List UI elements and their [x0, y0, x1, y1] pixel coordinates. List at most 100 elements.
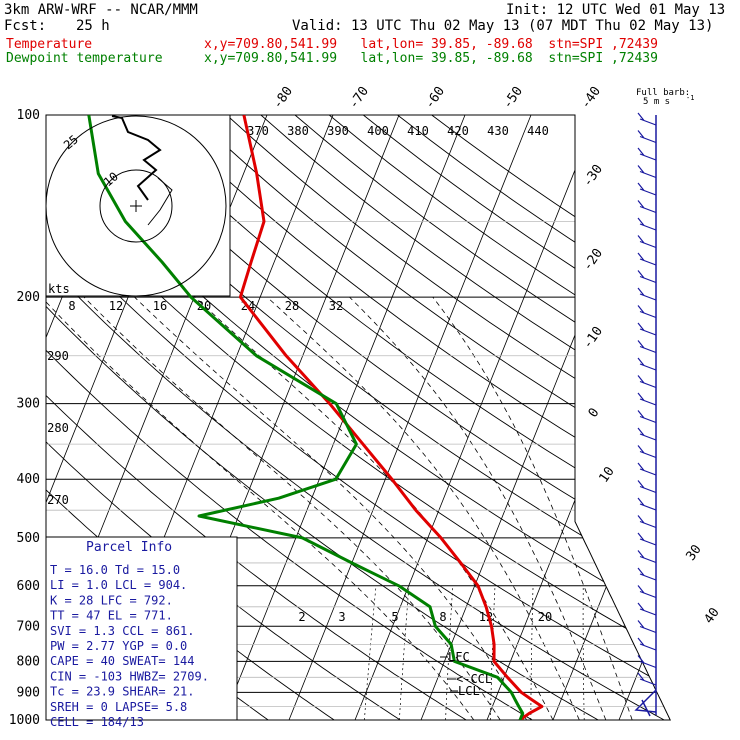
theta-left-label: 290: [47, 349, 69, 363]
theta-tick-label: 370: [247, 124, 269, 138]
storm-motion-vector: [147, 177, 173, 226]
isotherm-line: [0, 115, 3, 720]
hodograph-speed-tick: 32: [329, 299, 343, 313]
wind-barb: [637, 532, 657, 546]
temperature-tick-label: -80: [270, 84, 296, 112]
wind-barb: [637, 130, 657, 144]
wind-barb: [637, 672, 657, 686]
isotherm-line: [288, 115, 532, 720]
dry-adiabat: [431, 115, 671, 720]
wind-barb: [637, 375, 657, 389]
wind-barb: [637, 550, 657, 564]
wind-barb: [637, 270, 657, 284]
hodograph-ring: [99, 169, 173, 243]
dewpoint-trace: [87, 115, 525, 720]
parcel-info-row: PW = 2.77 YGP = 0.0: [50, 639, 187, 653]
temperature-tick-label: 40: [701, 605, 722, 626]
hodograph-origin: [130, 200, 142, 212]
mixing-ratio-label: 2: [298, 610, 305, 624]
parcel-info-row: CAPE = 40 SWEAT= 144: [50, 654, 195, 668]
mixing-ratio-line: [582, 585, 585, 720]
wind-barb: [637, 462, 657, 476]
wind-barb: [637, 147, 657, 161]
hodograph-units-label: kts: [48, 282, 70, 296]
wind-barb: [637, 445, 657, 459]
dry-adiabat: [328, 115, 671, 720]
theta-tick-label: 440: [527, 124, 549, 138]
temperature-trace: [238, 115, 544, 720]
dewpoint-legend: Dewpoint temperature: [6, 51, 163, 66]
wind-barb: [637, 392, 657, 406]
pressure-tick-label: 300: [17, 397, 40, 412]
pressure-tick-label: 500: [17, 531, 40, 546]
parcel-info-row: LI = 1.0 LCL = 904.: [50, 578, 187, 592]
dry-adiabat: [294, 115, 671, 720]
location-info-temp: x,y=709.80,541.99 lat,lon= 39.85, -89.68…: [204, 37, 658, 52]
wind-barb: [637, 497, 657, 511]
wind-barb: [637, 287, 657, 301]
mixing-ratio-line: [445, 585, 454, 720]
hodograph-speed-tick: 8: [68, 299, 75, 313]
moist-adiabat: [83, 296, 501, 720]
wind-barb: [637, 655, 657, 669]
plot-border: [45, 114, 671, 721]
mixing-ratio-line: [490, 585, 496, 720]
parcel-info-row: CIN = -103 HWBZ= 2709.: [50, 669, 209, 683]
dry-adiabat: [192, 115, 671, 720]
isotherm-line: [486, 115, 671, 720]
pressure-tick-label: 200: [17, 290, 40, 305]
wind-barb: [637, 585, 657, 599]
temperature-tick-label: -50: [500, 84, 526, 112]
mixing-ratio-line: [530, 585, 534, 720]
wind-barb: [637, 217, 657, 231]
parcel-info-row: SREH = 0 LAPSE= 5.8: [50, 700, 187, 714]
hodograph-ring: [45, 115, 227, 297]
model-title: 3km ARW-WRF -- NCAR/MMM: [4, 2, 198, 18]
wind-barb: [637, 637, 657, 651]
temperature-tick-label: -40: [578, 84, 604, 112]
temperature-tick-label: -70: [346, 84, 372, 112]
parcel-level-label: LCL: [458, 684, 480, 698]
parcel-info-title: Parcel Info: [86, 540, 172, 555]
hodograph-speed-tick: 28: [285, 299, 299, 313]
wind-barb: [637, 620, 657, 634]
init-time: Init: 12 UTC Wed 01 May 13: [506, 2, 726, 18]
valid-time: Valid: 13 UTC Thu 02 May 13 (07 MDT Thu …: [292, 18, 714, 34]
parcel-info-row: TT = 47 EL = 771.: [50, 609, 173, 623]
temperature-legend: Temperature: [6, 37, 93, 52]
wind-barb: [637, 252, 657, 266]
parcel-info-row: T = 16.0 Td = 15.0: [50, 563, 180, 577]
wind-barb: [637, 602, 657, 616]
isotherm-line: [354, 115, 598, 720]
wind-barb: [637, 235, 657, 249]
wind-barb: [637, 182, 657, 196]
wind-barb: [637, 480, 657, 494]
temperature-tick-label: 10: [596, 464, 617, 485]
parcel-info-row: CELL = 184/13: [50, 715, 144, 729]
temperature-tick-label: -30: [580, 162, 606, 190]
mixing-ratio-label: 8: [439, 610, 446, 624]
hodograph-speed-tick: 12: [109, 299, 123, 313]
barb-legend-units: 5 m s: [643, 97, 670, 107]
hodograph-trace: [111, 115, 162, 201]
hodograph-speed-tick: 20: [197, 299, 211, 313]
pressure-tick-label: 900: [17, 685, 40, 700]
moist-adiabat: [349, 296, 607, 720]
temperature-tick-label: 0: [586, 405, 603, 420]
isotherm-line: [618, 115, 671, 720]
sounding-traces: [87, 115, 544, 720]
parcel-level-label: LFC: [448, 650, 470, 664]
pressure-tick-label: 800: [17, 654, 40, 669]
wind-barb: [637, 165, 657, 179]
hodograph-speed-tick: 16: [153, 299, 167, 313]
parcel-info-frame: [45, 536, 238, 721]
dry-adiabat: [363, 115, 671, 720]
temperature-tick-label: -10: [580, 324, 606, 352]
forecast-label: Fcst:: [4, 18, 47, 34]
temperature-tick-label: -60: [422, 84, 448, 112]
theta-left-label: 270: [47, 493, 69, 507]
wind-barb: [637, 357, 657, 371]
theta-tick-label: 420: [447, 124, 469, 138]
